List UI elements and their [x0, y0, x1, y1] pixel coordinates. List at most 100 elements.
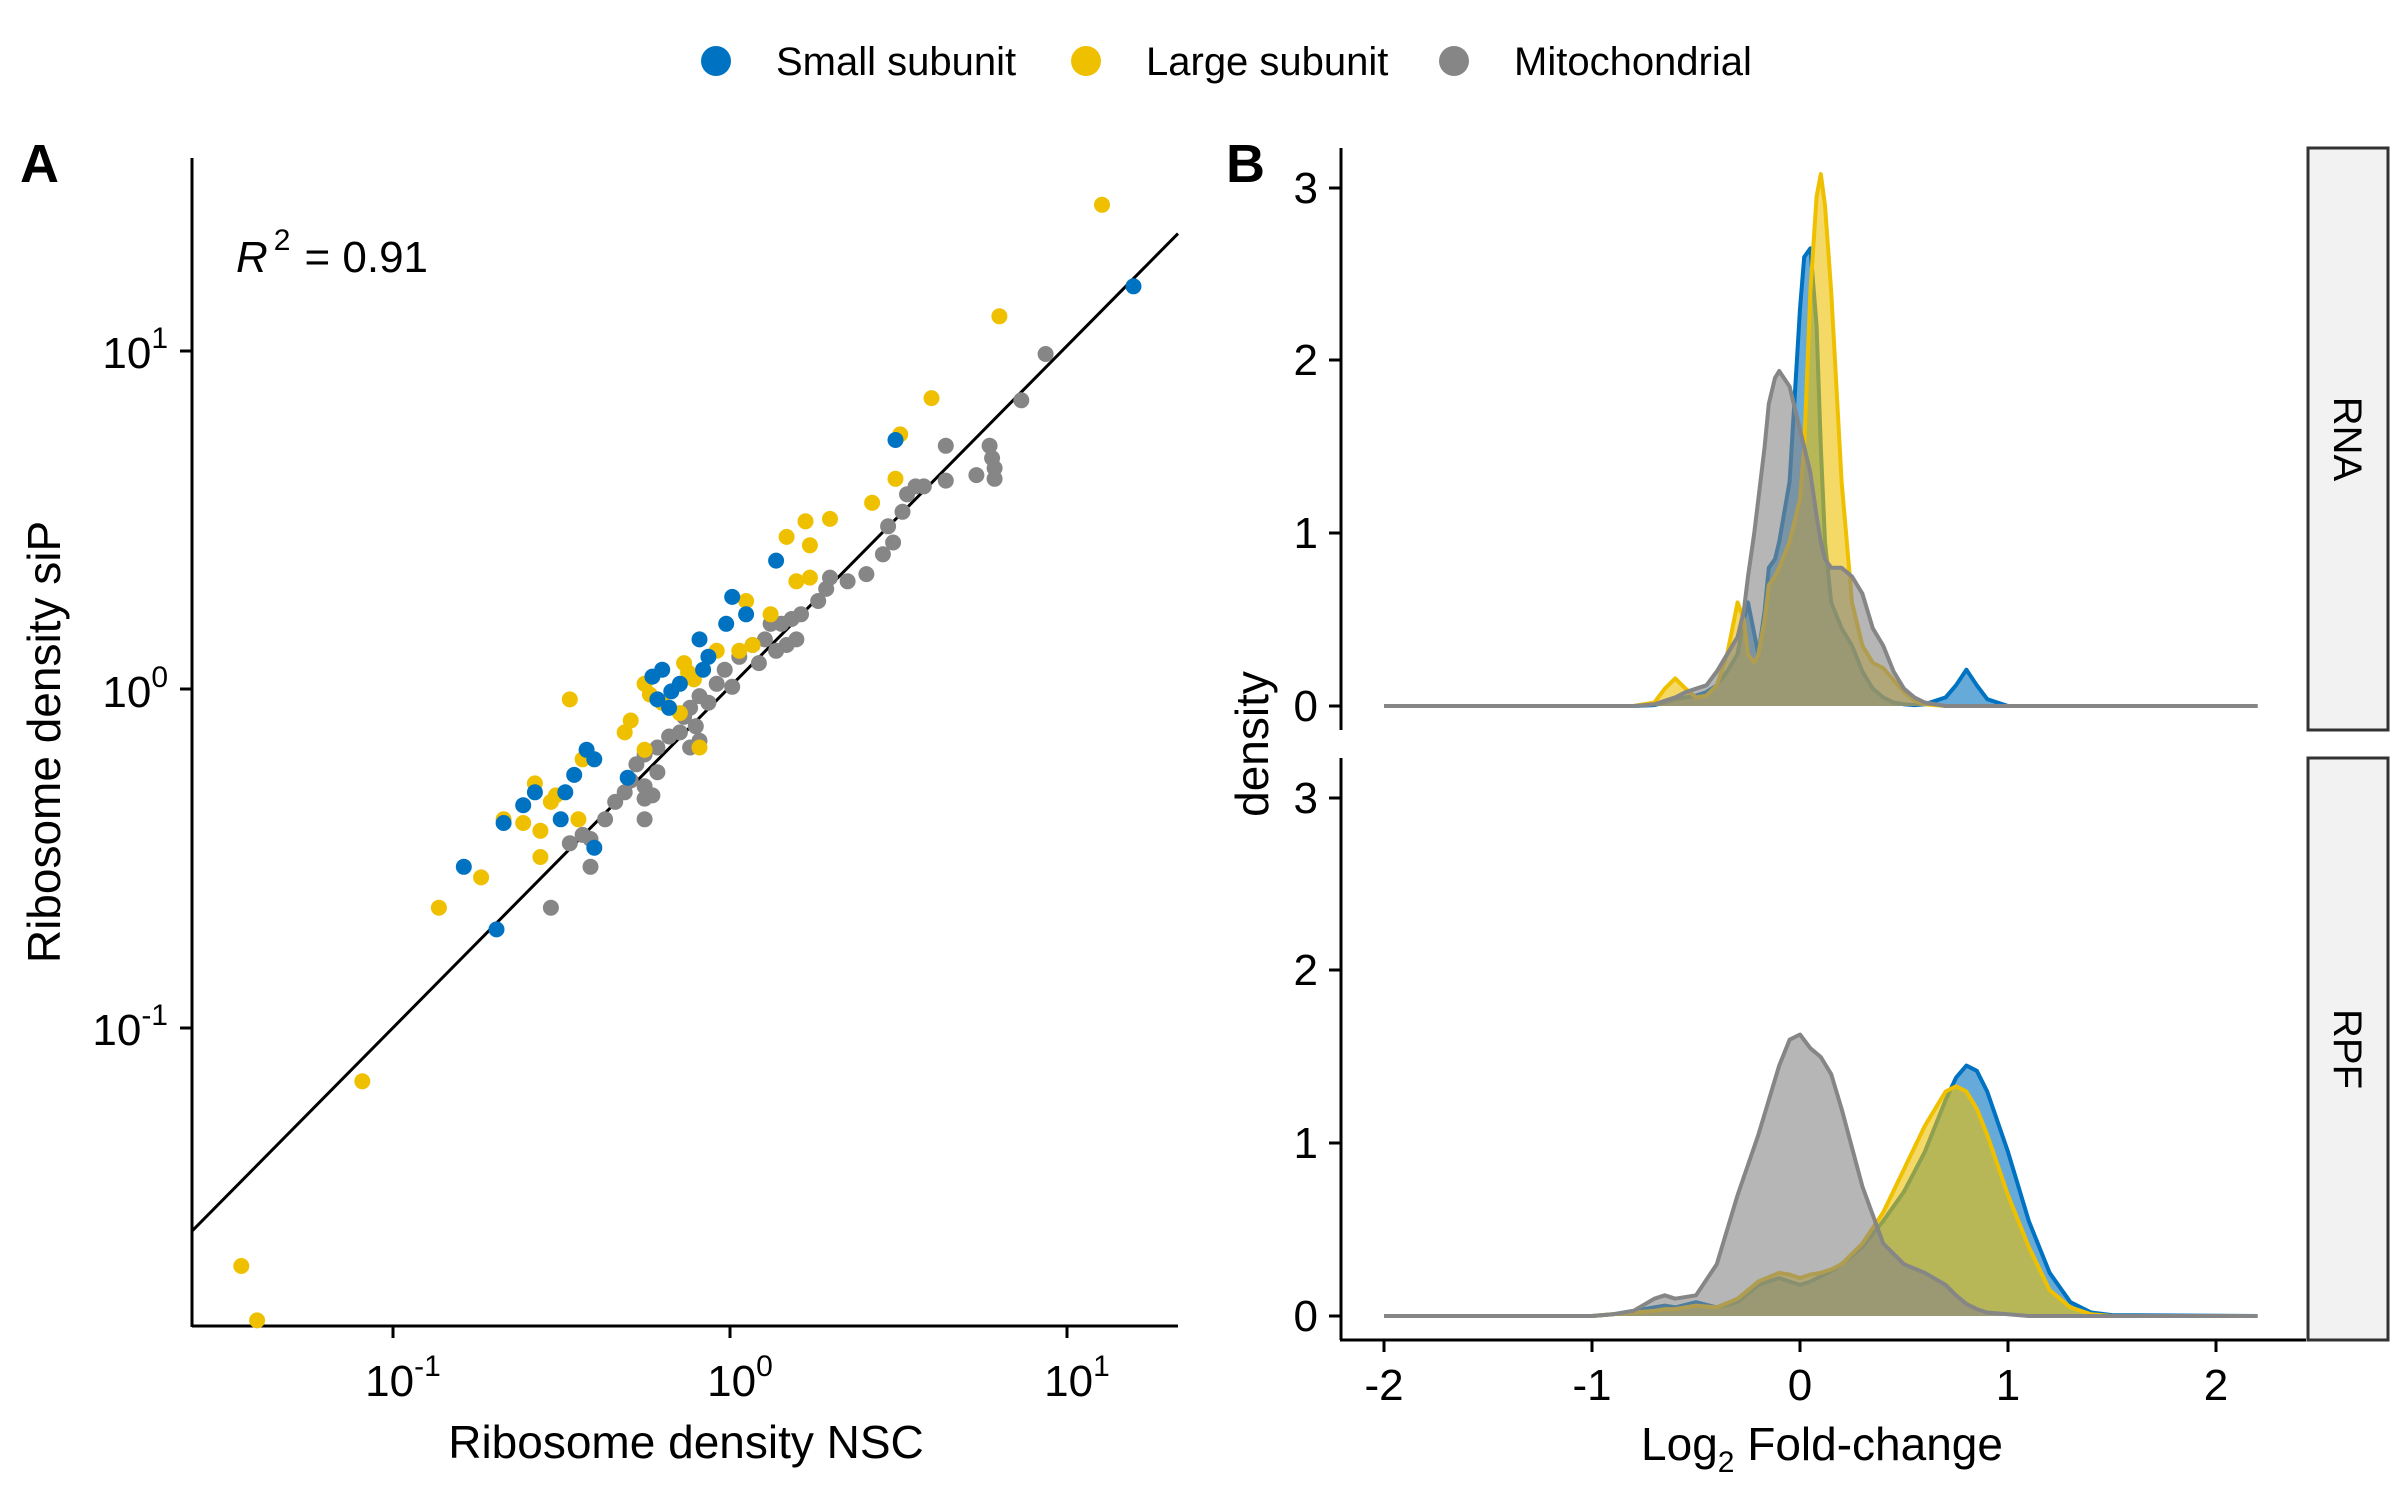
scatter-point-large-subunit	[864, 494, 881, 511]
facet-rpf-densities	[1384, 1032, 2258, 1318]
scatter-point-large-subunit	[744, 637, 761, 653]
scatter-point-large-subunit	[797, 513, 814, 530]
legend: Small subunit Large subunit Mitochondria…	[701, 40, 1752, 84]
scatter-point-small-subunit	[649, 691, 666, 708]
scatter-point-mitochondrial	[874, 546, 891, 563]
scatter-point-large-subunit	[991, 308, 1008, 325]
scatter-point-large-subunit	[1094, 196, 1110, 213]
scatter-point-large-subunit	[738, 593, 755, 609]
scatter-point-mitochondrial	[628, 756, 645, 773]
panel-a-x-tick-label: 10-1	[365, 1350, 441, 1406]
panel-a-y-ticks: 10-1 100 101	[92, 322, 192, 1055]
legend-swatch-mitochondrial	[1439, 46, 1469, 76]
panel-a-tag: A	[20, 134, 59, 194]
scatter-point-small-subunit	[661, 699, 678, 716]
panel-b-x-axis-title: Log2 Fold-change	[1641, 1418, 2003, 1479]
scatter-point-small-subunit	[1125, 278, 1142, 295]
panel-b-tag: B	[1226, 134, 1265, 194]
scatter-point-large-subunit	[249, 1312, 266, 1329]
scatter-point-small-subunit	[586, 839, 603, 856]
scatter-point-small-subunit	[526, 784, 543, 801]
scatter-point-mitochondrial	[810, 593, 827, 609]
scatter-point-mitochondrial	[1037, 346, 1054, 362]
r-squared-symbol: R	[236, 233, 268, 282]
scatter-point-large-subunit	[561, 691, 578, 708]
scatter-point-small-subunit	[495, 815, 512, 831]
scatter-point-large-subunit	[532, 849, 549, 865]
scatter-point-small-subunit	[619, 769, 636, 786]
panel-b-y-tick-label: 0	[1294, 1292, 1318, 1341]
facet-strip-rna	[2306, 146, 2390, 732]
scatter-point-mitochondrial	[986, 470, 1003, 487]
panel-b-x-tick-label: 2	[2204, 1361, 2228, 1410]
facet-strip-rpf	[2306, 756, 2390, 1342]
panel-a-y-tick-label: 100	[102, 661, 168, 717]
scatter-point-mitochondrial	[542, 899, 559, 916]
facet-rna-densities	[1384, 172, 2258, 708]
panel-b-plot: 0 1 2 3 0 1 2 3 -2 -1 0 1 2	[1226, 146, 2390, 1479]
scatter-point-mitochondrial	[756, 631, 773, 648]
scatter-point-large-subunit	[616, 724, 633, 741]
panel-a-x-ticks: 10-1 100 101	[365, 1326, 1110, 1406]
scatter-point-small-subunit	[586, 751, 603, 768]
scatter-point-mitochondrial	[937, 437, 954, 454]
scatter-point-large-subunit	[822, 510, 838, 527]
panel-b-rpf-y-ticks: 0 1 2 3	[1294, 774, 1341, 1341]
panel-a-x-tick-label: 101	[1044, 1350, 1110, 1406]
scatter-point-mitochondrial	[839, 573, 856, 590]
scatter-point-mitochondrial	[636, 811, 653, 828]
scatter-point-mitochondrial	[858, 566, 875, 583]
scatter-point-small-subunit	[724, 588, 741, 605]
scatter-point-mitochondrial	[687, 718, 704, 735]
panel-b-y-tick-label: 1	[1294, 1119, 1318, 1168]
panel-b-x-tick-label: 0	[1788, 1361, 1812, 1410]
scatter-point-large-subunit	[923, 390, 940, 407]
scatter-point-mitochondrial	[597, 811, 614, 828]
density-area-rpf-small-subunit	[1384, 1065, 2258, 1316]
r-squared-annotation: R 2 = 0.91	[236, 224, 428, 282]
panel-b-y-tick-label: 2	[1294, 336, 1318, 385]
legend-swatch-small-subunit	[701, 46, 731, 76]
scatter-point-mitochondrial	[818, 580, 835, 597]
panel-b-y-tick-label: 1	[1294, 509, 1318, 558]
scatter-point-large-subunit	[801, 569, 818, 586]
scatter-point-mitochondrial	[607, 793, 624, 810]
panel-b-y-axis-title: density	[1226, 671, 1278, 817]
scatter-point-small-subunit	[663, 683, 680, 700]
scatter-point-small-subunit	[768, 552, 785, 569]
density-area-rna-mitochondrial	[1384, 371, 2258, 706]
scatter-point-small-subunit	[654, 661, 671, 678]
scatter-points	[233, 196, 1142, 1329]
scatter-point-small-subunit	[738, 606, 755, 623]
scatter-point-mitochondrial	[981, 437, 998, 454]
scatter-point-mitochondrial	[885, 534, 902, 551]
scatter-point-mitochondrial	[582, 858, 599, 875]
panel-b-x-tick-label: -1	[1572, 1361, 1611, 1410]
scatter-point-small-subunit	[887, 432, 904, 448]
scatter-point-small-subunit	[515, 797, 532, 814]
scatter-point-small-subunit	[557, 784, 574, 801]
panel-a-y-axis-title: Ribosome density siP	[18, 521, 70, 963]
r-squared-value: = 0.91	[304, 233, 428, 282]
scatter-point-mitochondrial	[636, 790, 653, 807]
scatter-point-mitochondrial	[1013, 392, 1030, 409]
scatter-point-mitochondrial	[968, 467, 985, 484]
panel-a-y-tick-label: 101	[102, 322, 168, 378]
scatter-point-small-subunit	[700, 648, 717, 665]
scatter-point-mitochondrial	[561, 835, 578, 852]
scatter-point-large-subunit	[532, 822, 549, 839]
density-area-rna-large-subunit	[1384, 174, 2258, 707]
scatter-point-large-subunit	[636, 741, 653, 758]
scatter-point-small-subunit	[552, 811, 569, 828]
density-area-rpf-mitochondrial	[1384, 1034, 2258, 1316]
scatter-point-large-subunit	[354, 1073, 371, 1090]
scatter-point-mitochondrial	[937, 472, 954, 489]
panel-b-y-tick-label: 2	[1294, 946, 1318, 995]
scatter-point-large-subunit	[515, 815, 532, 831]
scatter-point-large-subunit	[430, 899, 447, 916]
scatter-point-mitochondrial	[700, 694, 717, 711]
scatter-point-mitochondrial	[649, 739, 666, 756]
scatter-point-small-subunit	[695, 661, 712, 678]
panel-b-x-tick-label: 1	[1996, 1361, 2020, 1410]
